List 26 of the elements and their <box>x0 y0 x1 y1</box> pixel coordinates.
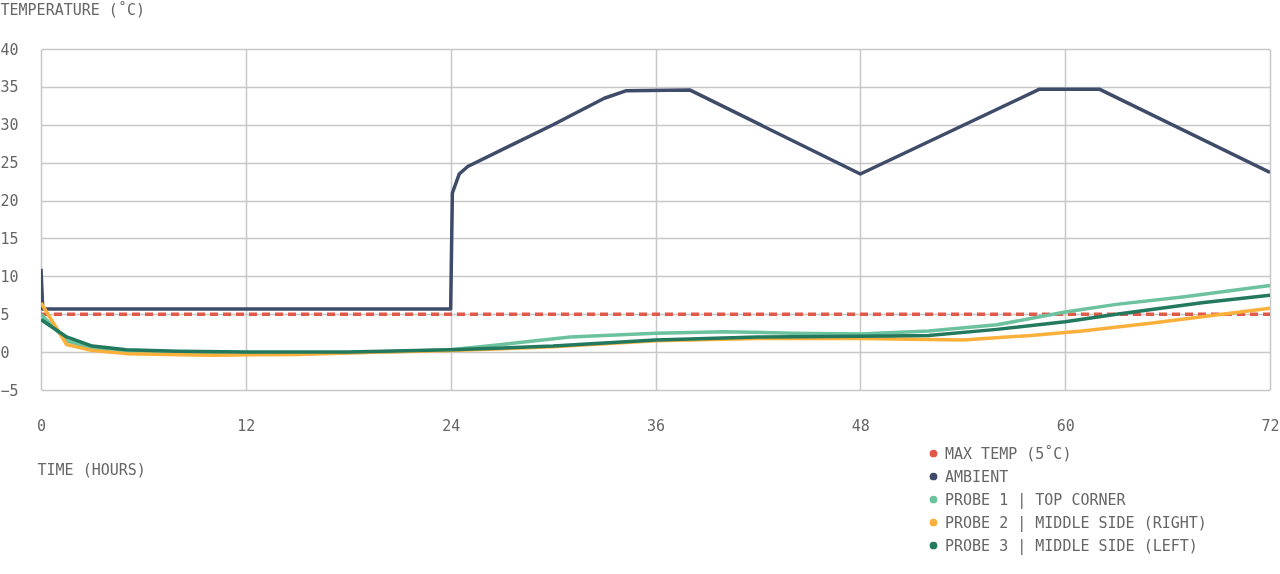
legend-label: MAX TEMP (5˚C) <box>945 444 1072 463</box>
y-axis-title: TEMPERATURE (˚C) <box>0 0 145 19</box>
y-tick-label: 15 <box>0 229 19 248</box>
y-tick-label: 40 <box>0 40 19 59</box>
x-tick-label: 48 <box>851 416 870 435</box>
line-series <box>41 87 1270 311</box>
legend-label: AMBIENT <box>945 467 1009 486</box>
legend-label: PROBE 3 | MIDDLE SIDE (LEFT) <box>945 536 1198 555</box>
x-tick-label: 60 <box>1056 416 1075 435</box>
y-tick-label: 25 <box>0 154 19 173</box>
line-series <box>41 293 1270 354</box>
x-tick-label: 24 <box>442 416 461 435</box>
x-tick-label: 72 <box>1261 416 1280 435</box>
y-tick-label: 30 <box>0 116 19 135</box>
legend-label: PROBE 1 | TOP CORNER <box>945 490 1127 509</box>
legend-label: PROBE 2 | MIDDLE SIDE (RIGHT) <box>945 513 1207 532</box>
y-tick-label: 20 <box>0 192 19 211</box>
y-tick-label: 35 <box>0 78 19 97</box>
y-tick-label: −5 <box>0 381 19 400</box>
y-tick-label: 5 <box>0 305 10 324</box>
y-tick-label: 10 <box>0 267 19 286</box>
x-axis-title: TIME (HOURS) <box>37 460 146 479</box>
x-tick-label: 36 <box>646 416 666 435</box>
y-tick-label: 0 <box>0 343 10 362</box>
x-tick-label: 12 <box>237 416 256 435</box>
x-tick-label: 0 <box>36 416 47 435</box>
